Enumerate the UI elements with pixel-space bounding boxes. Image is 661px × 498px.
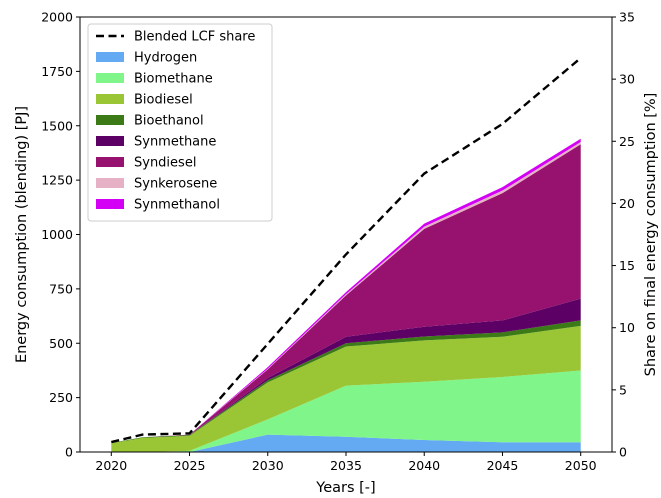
legend-label: Synmethanol xyxy=(134,198,220,213)
y-tick-label: 2000 xyxy=(41,10,73,25)
legend-label: Syndiesel xyxy=(134,156,196,171)
y2-tick-label: 10 xyxy=(619,320,635,335)
x-axis-label: Years [-] xyxy=(315,480,375,496)
legend-label: Synkerosene xyxy=(134,177,217,192)
legend-swatch-synmethane xyxy=(96,136,124,146)
x-tick-label: 2030 xyxy=(252,458,284,473)
legend-swatch-hydrogen xyxy=(96,52,124,62)
legend-label: Bioethanol xyxy=(134,114,204,129)
legend-label: Biomethane xyxy=(134,72,213,87)
area-bioethanol xyxy=(111,320,581,444)
x-tick-label: 2050 xyxy=(565,458,597,473)
y-tick-label: 1000 xyxy=(41,227,73,242)
legend-swatch-syndiesel xyxy=(96,157,124,167)
legend-box xyxy=(87,23,273,222)
y2-tick-label: 20 xyxy=(619,196,635,211)
y2-tick-label: 0 xyxy=(619,445,627,460)
y2-axis-label: Share on final energy consumption [%] xyxy=(643,93,659,377)
x-tick-label: 2035 xyxy=(330,458,362,473)
legend-swatch-biodiesel xyxy=(96,94,124,104)
x-tick-label: 2045 xyxy=(487,458,519,473)
y2-tick-label: 25 xyxy=(619,134,635,149)
legend-label: Hydrogen xyxy=(134,51,197,66)
y-tick-label: 250 xyxy=(49,390,73,405)
area-synmethane xyxy=(111,298,581,443)
area-synmethanol xyxy=(111,138,581,443)
y2-tick-label: 35 xyxy=(619,10,635,25)
y2-tick-label: 15 xyxy=(619,258,635,273)
y-tick-label: 1750 xyxy=(41,64,73,79)
legend-swatch-synmethanol xyxy=(96,199,124,209)
legend-swatch-biomethane xyxy=(96,73,124,83)
y-tick-label: 1500 xyxy=(41,118,73,133)
y-tick-label: 0 xyxy=(65,445,73,460)
area-synkerosene xyxy=(111,142,581,443)
blended-share-line-group xyxy=(111,57,582,444)
y-axis-label: Energy consumption (blending) [PJ] xyxy=(14,106,30,363)
x-tick-label: 2025 xyxy=(174,458,206,473)
legend-label: Blended LCF share xyxy=(134,30,255,45)
legend-label: Synmethane xyxy=(134,135,216,150)
x-tick-label: 2040 xyxy=(408,458,440,473)
y2-tick-label: 5 xyxy=(619,382,627,397)
legend-swatch-bioethanol xyxy=(96,115,124,125)
area-biomethane xyxy=(111,370,581,452)
blended-share-line xyxy=(111,57,582,444)
area-biodiesel xyxy=(111,325,581,452)
area-hydrogen xyxy=(111,434,581,452)
y-tick-label: 1250 xyxy=(41,173,73,188)
y-tick-label: 750 xyxy=(49,281,73,296)
stacked-areas xyxy=(111,138,581,452)
axes: 2020 2025 2030 2035 2040 2045 2050025050075010… xyxy=(41,10,635,474)
y2-tick-label: 30 xyxy=(619,72,635,87)
legend: Blended LCF share Hydrogen Biomethane Biodi… xyxy=(87,23,273,222)
area-syndiesel xyxy=(111,144,581,443)
x-tick-label: 2020 xyxy=(95,458,127,473)
y-tick-label: 500 xyxy=(49,336,73,351)
legend-swatch-synkerosene xyxy=(96,178,124,188)
legend-label: Biodiesel xyxy=(134,93,193,108)
